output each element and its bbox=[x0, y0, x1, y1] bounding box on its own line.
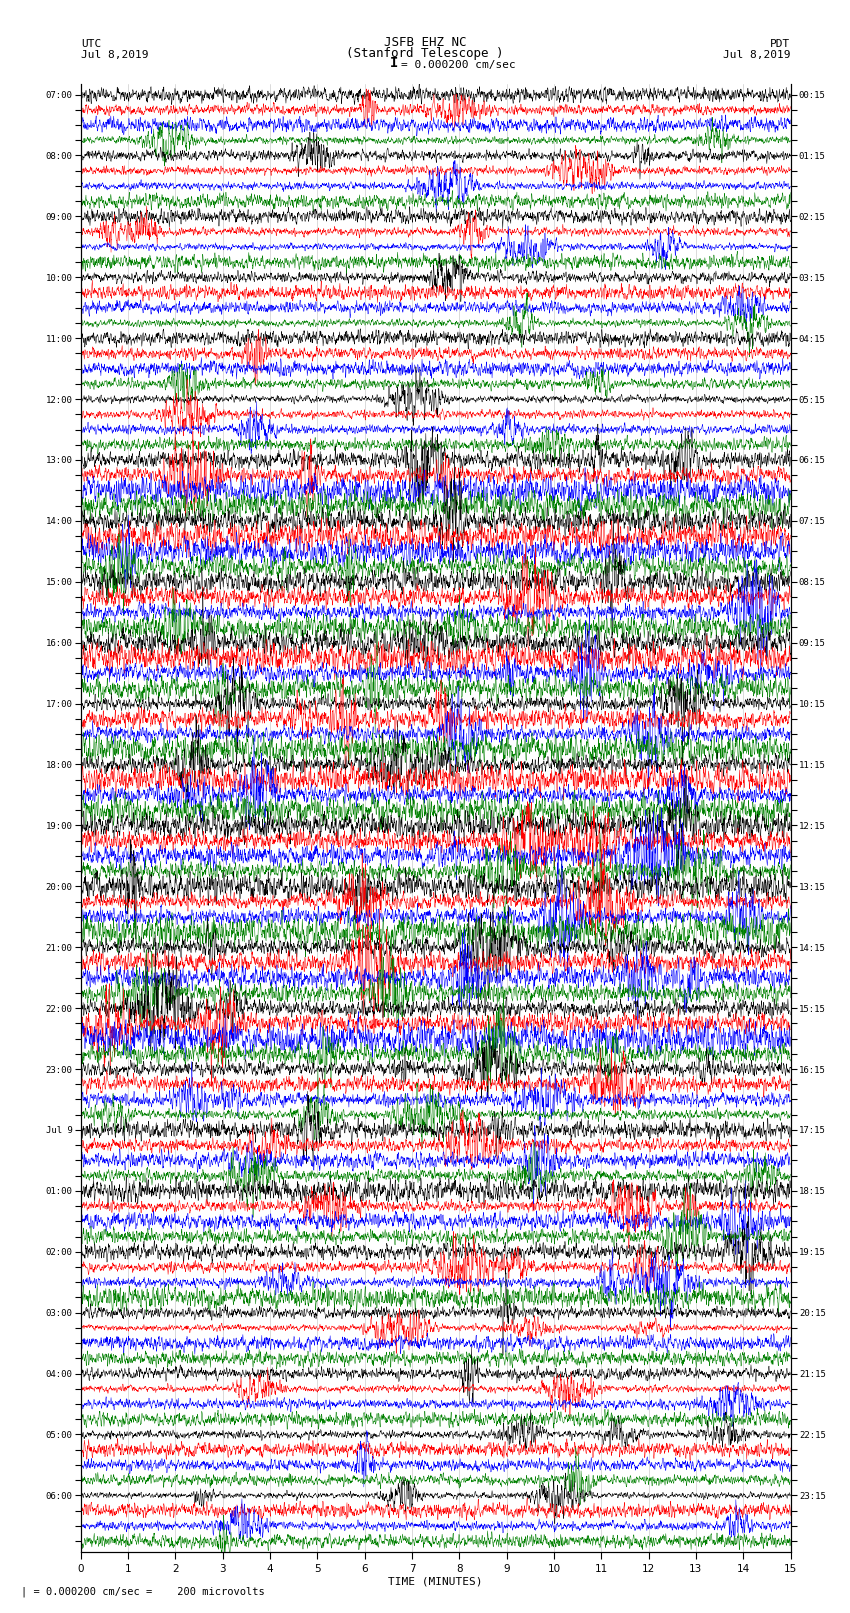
Text: | = 0.000200 cm/sec =    200 microvolts: | = 0.000200 cm/sec = 200 microvolts bbox=[21, 1586, 265, 1597]
Text: JSFB EHZ NC: JSFB EHZ NC bbox=[383, 35, 467, 50]
Text: I: I bbox=[389, 56, 398, 71]
Text: PDT: PDT bbox=[770, 39, 790, 50]
Text: = 0.000200 cm/sec: = 0.000200 cm/sec bbox=[401, 60, 516, 71]
X-axis label: TIME (MINUTES): TIME (MINUTES) bbox=[388, 1576, 483, 1586]
Text: Jul 8,2019: Jul 8,2019 bbox=[81, 50, 148, 60]
Text: Jul 8,2019: Jul 8,2019 bbox=[723, 50, 791, 60]
Text: (Stanford Telescope ): (Stanford Telescope ) bbox=[346, 47, 504, 60]
Text: UTC: UTC bbox=[81, 39, 101, 50]
